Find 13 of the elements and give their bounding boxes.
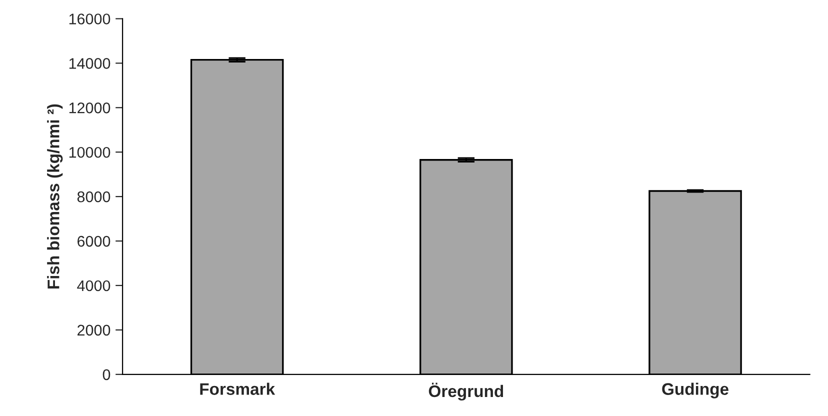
y-tick-label: 0 <box>102 369 110 380</box>
y-tick-label: 10000 <box>69 146 110 158</box>
y-tick-label: 6000 <box>78 236 110 247</box>
y-tick-label: 8000 <box>77 191 110 202</box>
y-tick-label: 2000 <box>78 324 110 336</box>
x-tick-label: Forsmark <box>200 382 276 395</box>
y-tick-label: 4000 <box>77 280 110 292</box>
x-tick-label: Öregrund <box>428 382 504 400</box>
x-tick-label: Gudinge <box>662 382 728 398</box>
y-axis-title: Fish biomass (kg/nmi ²) <box>47 104 63 289</box>
y-tick-label: 16000 <box>69 14 110 24</box>
y-tick-label: 14000 <box>69 58 110 69</box>
y-tick-label: 12000 <box>69 102 110 114</box>
